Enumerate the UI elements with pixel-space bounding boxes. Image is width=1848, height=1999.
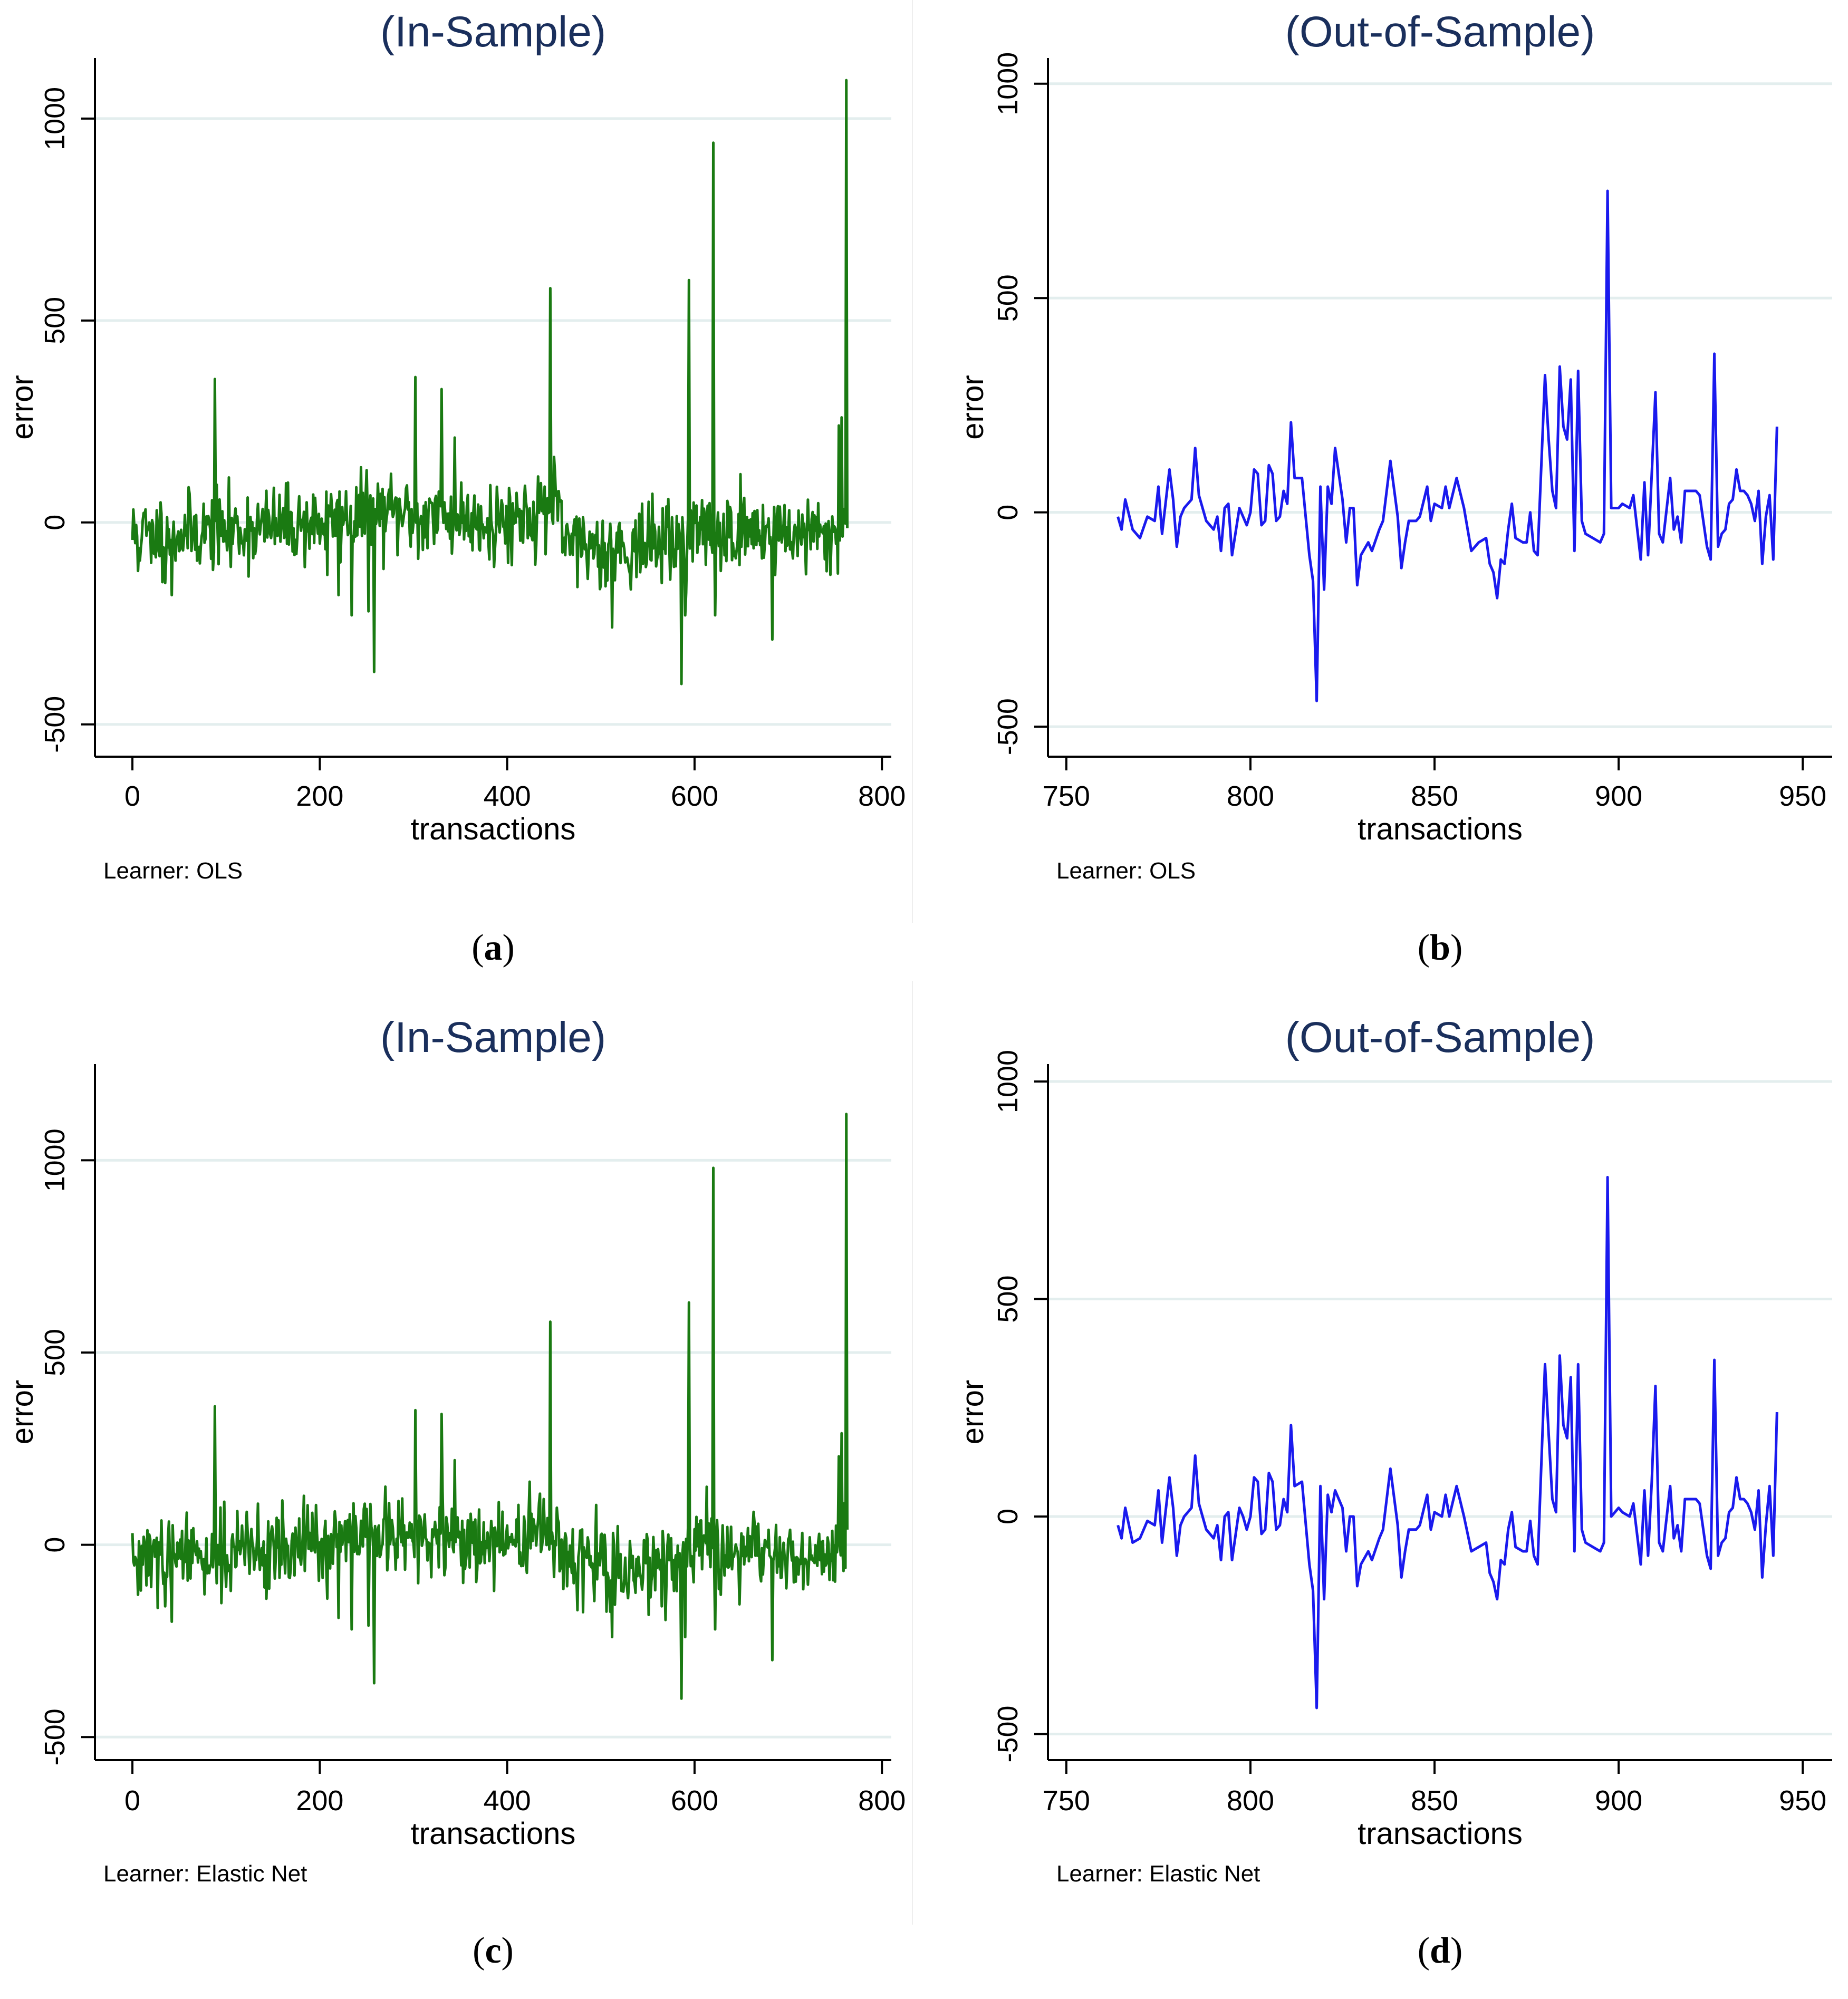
x-tick-label: 950 (1779, 1785, 1826, 1817)
x-tick-label: 750 (1043, 780, 1090, 812)
series-line (131, 1113, 849, 1700)
panel-d: -500 0 500 1000 750 800 850 900 950 (Out-of-Sampl… (956, 1013, 1832, 1971)
learner-note: Learner: Elastic Net (103, 1861, 307, 1887)
caption-letter: b (1430, 928, 1450, 968)
y-tick-label: -500 (39, 1708, 71, 1765)
panel-caption: (c) (473, 1930, 514, 1971)
y-tick-label: 1000 (39, 1128, 71, 1192)
x-tick-label: 0 (124, 780, 140, 812)
y-tick-label: 1000 (992, 52, 1024, 115)
chart-title: (Out-of-Sample) (1285, 1013, 1595, 1061)
caption-letter: d (1430, 1930, 1450, 1971)
y-tick-label: 0 (992, 505, 1024, 520)
series-line (1116, 189, 1778, 702)
caption-letter: c (485, 1930, 501, 1971)
x-tick-label: 800 (858, 780, 906, 812)
caption-paren: ( (1418, 1930, 1430, 1971)
x-axis-title: transactions (1358, 812, 1523, 846)
caption-paren: ) (503, 928, 515, 968)
y-tick-label: 500 (39, 297, 71, 344)
y-axis-title: error (5, 1380, 40, 1444)
x-axis-title: transactions (411, 1817, 576, 1851)
series-line (131, 79, 849, 685)
x-tick-label: 950 (1779, 780, 1826, 812)
caption-paren: ) (1450, 1930, 1462, 1971)
panel-a: -500 0 500 1000 0 200 400 600 800 (In-Sample) tran… (5, 8, 906, 968)
x-tick-label: 800 (1227, 780, 1274, 812)
y-tick-label: 0 (39, 515, 71, 530)
panel-c: -500 0 500 1000 0 200 400 600 800 (In-Sample) tran… (5, 1013, 906, 1971)
learner-note: Learner: Elastic Net (1056, 1861, 1260, 1887)
panel-caption: (a) (471, 928, 515, 968)
chart-title: (In-Sample) (380, 8, 606, 56)
learner-note: Learner: OLS (103, 858, 243, 884)
y-axis-title: error (956, 1380, 990, 1444)
caption-paren: ) (502, 1930, 514, 1971)
y-tick-label: -500 (992, 698, 1024, 755)
x-tick-label: 0 (124, 1785, 140, 1817)
y-axis-title: error (5, 375, 40, 439)
y-tick-label: 500 (992, 1275, 1024, 1322)
caption-paren: ( (471, 928, 484, 968)
panel-b: -500 0 500 1000 750 800 850 900 950 (Out-of-Sampl… (956, 8, 1832, 968)
x-tick-label: 800 (858, 1785, 906, 1817)
x-tick-label: 900 (1595, 1785, 1642, 1817)
y-tick-label: 500 (39, 1329, 71, 1376)
y-tick-label: -500 (992, 1705, 1024, 1762)
x-tick-label: 400 (484, 780, 531, 812)
caption-letter: a (484, 928, 503, 968)
y-tick-label: 500 (992, 274, 1024, 322)
panel-caption: (b) (1418, 928, 1463, 968)
learner-note: Learner: OLS (1056, 858, 1196, 884)
x-axis-title: transactions (1358, 1817, 1523, 1851)
y-axis-title: error (956, 375, 990, 439)
x-tick-label: 850 (1411, 1785, 1458, 1817)
y-tick-label: 1000 (39, 87, 71, 150)
x-tick-label: 400 (484, 1785, 531, 1817)
panel-caption: (d) (1418, 1930, 1463, 1971)
x-tick-label: 800 (1227, 1785, 1274, 1817)
x-tick-label: 900 (1595, 780, 1642, 812)
caption-paren: ( (473, 1930, 485, 1971)
x-tick-label: 200 (296, 1785, 343, 1817)
x-tick-label: 600 (671, 780, 718, 812)
y-tick-label: 0 (992, 1509, 1024, 1524)
chart-title: (Out-of-Sample) (1285, 8, 1595, 56)
y-tick-label: 1000 (992, 1050, 1024, 1113)
y-tick-label: 0 (39, 1537, 71, 1553)
x-tick-label: 850 (1411, 780, 1458, 812)
x-tick-label: 750 (1043, 1785, 1090, 1817)
x-axis-title: transactions (411, 812, 576, 846)
x-tick-label: 600 (671, 1785, 718, 1817)
y-tick-label: -500 (39, 696, 71, 753)
chart-title: (In-Sample) (380, 1013, 606, 1061)
series-line (1116, 1176, 1778, 1710)
caption-paren: ( (1418, 928, 1430, 968)
x-tick-label: 200 (296, 780, 343, 812)
caption-paren: ) (1450, 928, 1462, 968)
